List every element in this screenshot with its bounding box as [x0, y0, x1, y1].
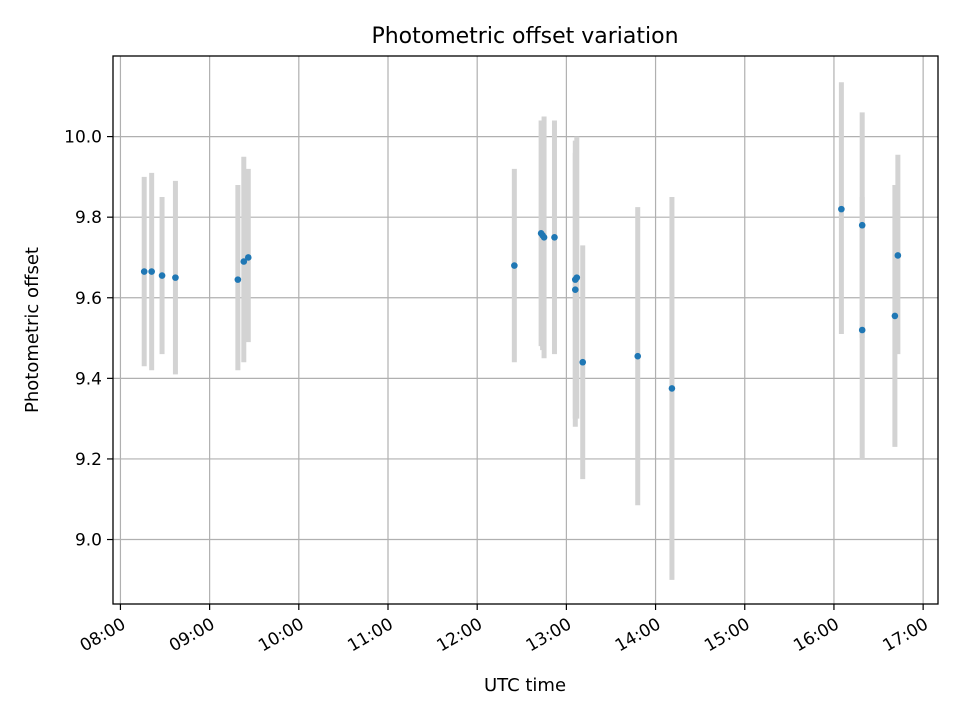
- data-point: [511, 262, 518, 269]
- data-point: [858, 326, 866, 334]
- data-point: [140, 268, 148, 275]
- plot-frame: [112, 55, 939, 605]
- y-axis-label: Photometric offset: [22, 247, 43, 413]
- chart-title: Photometric offset variation: [371, 24, 678, 49]
- data-point: [579, 358, 587, 366]
- y-tick-label: 9.6: [75, 289, 102, 309]
- y-tick-label: 9.4: [75, 369, 102, 389]
- data-point: [838, 205, 845, 213]
- data-point: [891, 312, 899, 320]
- data-point: [244, 254, 252, 261]
- data-point: [634, 352, 642, 360]
- y-tick-label: 10.0: [64, 128, 102, 148]
- y-tick-label: 9.2: [75, 450, 102, 470]
- data-point: [573, 274, 581, 281]
- data-point: [172, 274, 179, 281]
- grid: [113, 56, 938, 604]
- data-point: [571, 286, 579, 294]
- data-points: [140, 205, 902, 392]
- data-point: [858, 221, 866, 229]
- data-point: [551, 234, 558, 241]
- x-axis-label: UTC time: [484, 675, 566, 696]
- data-point: [540, 234, 548, 241]
- data-point: [158, 272, 166, 279]
- y-tick-label: 9.0: [75, 531, 102, 551]
- data-point: [148, 268, 155, 275]
- data-point: [240, 258, 248, 265]
- data-point: [234, 276, 242, 283]
- data-point: [668, 385, 676, 392]
- data-point: [894, 252, 902, 259]
- y-tick-label: 9.8: [75, 208, 102, 228]
